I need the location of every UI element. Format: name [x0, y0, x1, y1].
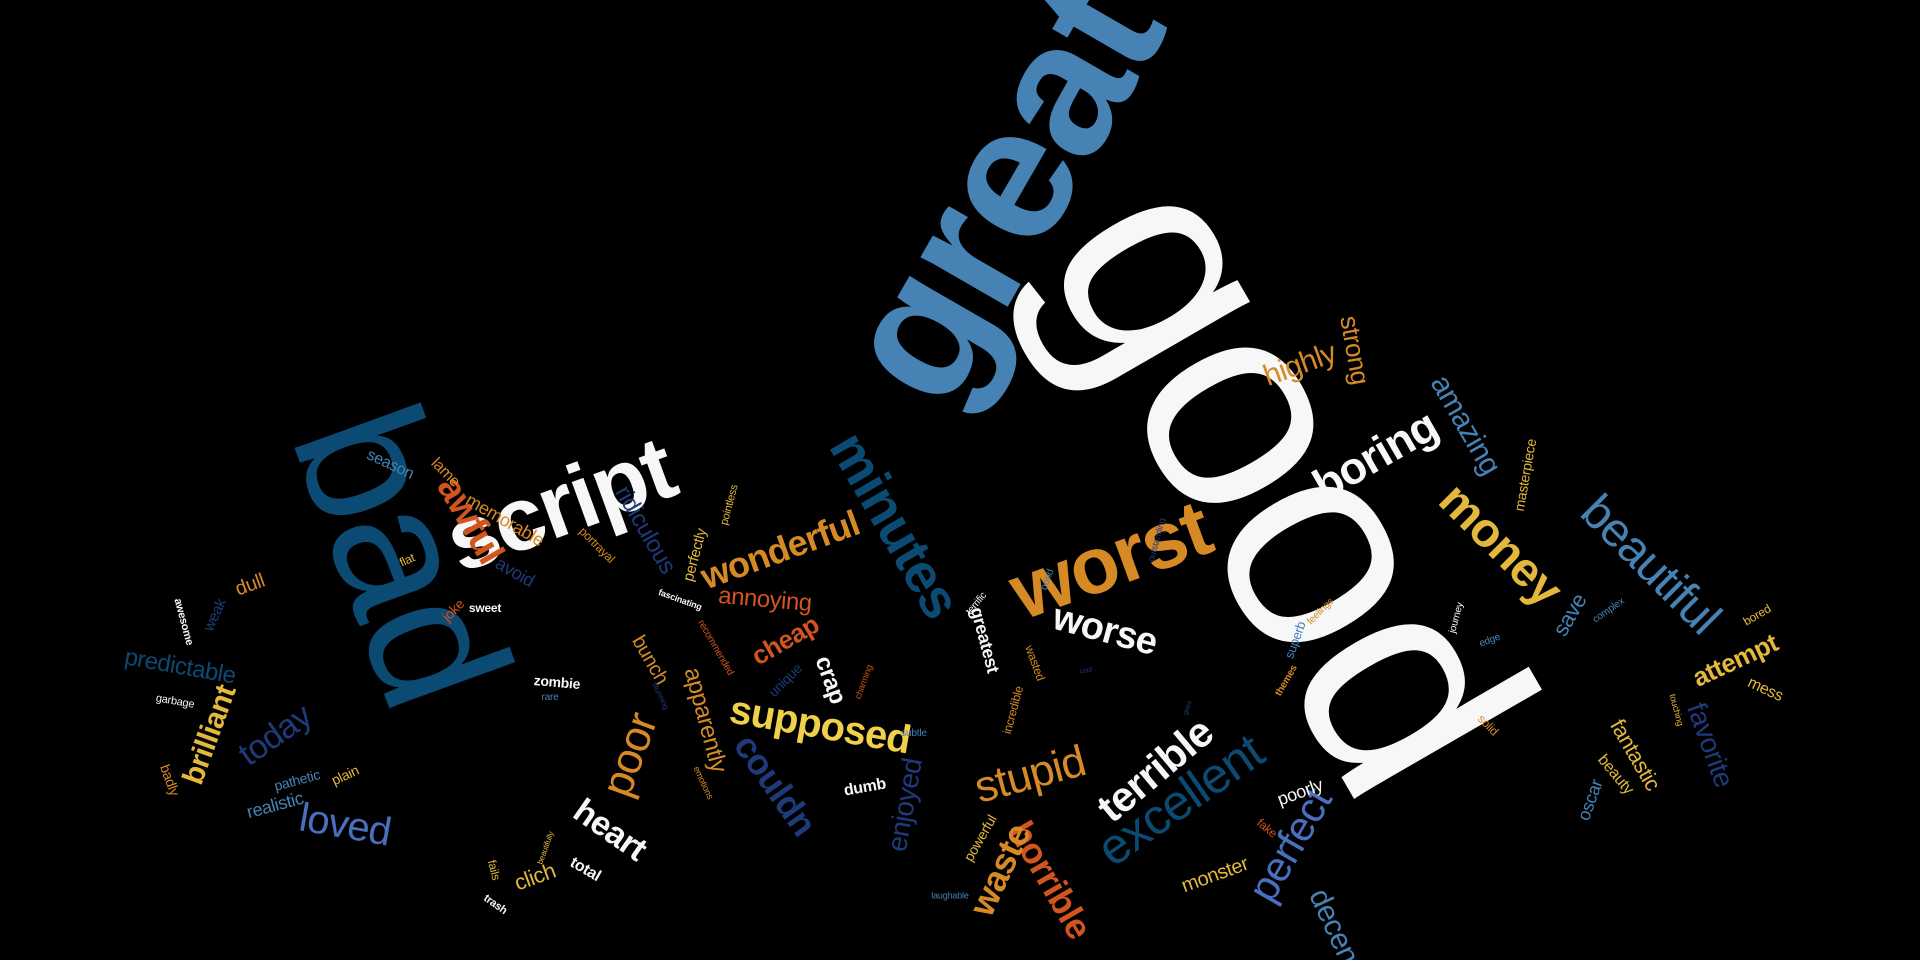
word-crap: crap: [809, 652, 852, 708]
word-wasted: wasted: [1022, 643, 1048, 683]
word-cool: cool: [1079, 666, 1093, 676]
word-subtle: subtle: [901, 728, 927, 739]
word-total: total: [567, 854, 604, 885]
word-bunch: bunch: [627, 631, 673, 689]
word-weak: weak: [200, 596, 230, 634]
word-enjoyed: enjoyed: [881, 755, 928, 854]
word-apparently: apparently: [678, 664, 733, 776]
word-rare: rare: [541, 692, 559, 703]
word-stupid: stupid: [969, 736, 1091, 813]
word-stunning: stunning: [650, 680, 671, 711]
word-oscar: oscar: [1573, 776, 1607, 824]
word-loved: loved: [296, 795, 394, 855]
word-sweet: sweet: [468, 601, 502, 615]
word-realistic: realistic: [244, 787, 306, 823]
word-plain: plain: [328, 761, 362, 789]
word-incredible: incredible: [999, 684, 1027, 736]
word-garbage: garbage: [154, 692, 196, 711]
word-monster: monster: [1178, 852, 1252, 898]
word-annoying: annoying: [717, 581, 813, 618]
word-save: save: [1547, 589, 1592, 641]
word-decent: decent: [1302, 883, 1369, 960]
word-fails: fails: [484, 858, 504, 882]
word-trash: trash: [481, 892, 510, 917]
word-charming: charming: [852, 663, 875, 701]
word-favorite: favorite: [1680, 698, 1740, 792]
word-fascinating: fascinating: [657, 587, 704, 613]
word-zombie: zombie: [533, 672, 581, 692]
word-awesome: awesome: [171, 597, 196, 647]
word-dull: dull: [232, 569, 268, 601]
word-clich: clich: [510, 857, 559, 896]
word-poor: poor: [592, 706, 668, 803]
word-bored: bored: [1740, 601, 1774, 629]
word-complex: complex: [1590, 595, 1627, 626]
word-dumb: dumb: [842, 775, 888, 800]
word-unique: unique: [765, 660, 805, 700]
word-badly: badly: [156, 762, 184, 798]
word-heart: heart: [566, 791, 654, 869]
word-masterpiece: masterpiece: [1510, 437, 1540, 513]
word-mess: mess: [1744, 674, 1786, 706]
word-predictable: predictable: [122, 643, 238, 690]
word-today: today: [231, 696, 319, 774]
word-laughable: laughable: [931, 890, 969, 901]
word-pointless: pointless: [718, 483, 741, 527]
word-worse: worse: [1048, 595, 1162, 665]
